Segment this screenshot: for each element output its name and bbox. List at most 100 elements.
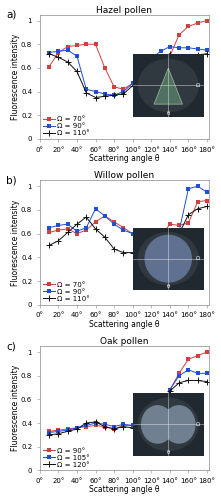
Line: Ω = 105°: Ω = 105°: [47, 368, 209, 434]
Ω = 70°: [76, 230, 78, 236]
Ω = 110°: [57, 238, 60, 244]
Ω = 90°: [48, 50, 50, 56]
Legend: Ω = 90°, Ω = 105°, Ω = 120°: Ω = 90°, Ω = 105°, Ω = 120°: [42, 447, 90, 468]
Ω = 70°: [168, 221, 171, 227]
Ω = 90°: [85, 224, 88, 230]
Ω = 110°: [113, 246, 115, 252]
Ω = 70°: [168, 53, 171, 59]
Ω = 105°: [131, 422, 134, 428]
Title: Willow pollen: Willow pollen: [94, 172, 154, 180]
Ω = 110°: [206, 50, 208, 56]
Legend: Ω = 70°, Ω = 90°, Ω = 110°: Ω = 70°, Ω = 90°, Ω = 110°: [42, 281, 91, 302]
Ω = 120°: [196, 378, 199, 384]
Ω = 70°: [48, 64, 50, 70]
Ω = 90°: [94, 422, 97, 428]
Line: Ω = 70°: Ω = 70°: [47, 198, 209, 240]
Ω = 90°: [48, 224, 50, 230]
Ω = 70°: [178, 32, 180, 38]
Ω = 110°: [178, 230, 180, 236]
Ω = 110°: [150, 62, 152, 68]
Ω = 110°: [196, 206, 199, 212]
Ω = 70°: [76, 42, 78, 48]
Ω = 110°: [48, 50, 50, 56]
Ω = 120°: [187, 378, 190, 384]
Ω = 110°: [168, 242, 171, 248]
Title: Oak pollen: Oak pollen: [100, 337, 149, 346]
Ω = 110°: [48, 242, 50, 248]
Ω = 90°: [150, 238, 152, 244]
Ω = 70°: [196, 20, 199, 26]
Ω = 70°: [48, 230, 50, 235]
Ω = 105°: [57, 428, 60, 434]
Ω = 110°: [168, 50, 171, 56]
Ω = 90°: [187, 186, 190, 192]
Ω = 120°: [103, 424, 106, 430]
Ω = 105°: [196, 370, 199, 376]
Ω = 110°: [206, 204, 208, 210]
Ω = 70°: [206, 18, 208, 24]
Line: Ω = 110°: Ω = 110°: [46, 204, 210, 258]
Ω = 90°: [196, 184, 199, 190]
Ω = 120°: [131, 425, 134, 431]
Ω = 90°: [141, 234, 143, 240]
Ω = 110°: [122, 91, 125, 97]
Ω = 90°: [113, 221, 115, 227]
Ω = 90°: [66, 221, 69, 227]
Ω = 70°: [57, 227, 60, 233]
Ω = 90°: [113, 426, 115, 432]
Ω = 90°: [141, 424, 143, 430]
Ω = 90°: [131, 422, 134, 428]
Ω = 120°: [66, 428, 69, 434]
Ω = 110°: [159, 252, 162, 258]
Ω = 105°: [150, 425, 152, 431]
Ω = 110°: [85, 90, 88, 96]
Ω = 90°: [159, 236, 162, 242]
Ω = 120°: [48, 432, 50, 438]
Ω = 90°: [150, 56, 152, 62]
Ω = 110°: [187, 212, 190, 218]
Ω = 110°: [66, 59, 69, 65]
Ω = 110°: [178, 62, 180, 68]
Ω = 110°: [122, 250, 125, 256]
Ω = 90°: [48, 428, 50, 434]
Line: Ω = 120°: Ω = 120°: [46, 378, 210, 438]
Ω = 90°: [206, 189, 208, 195]
Ω = 90°: [122, 422, 125, 428]
Ω = 70°: [141, 70, 143, 75]
Ω = 90°: [168, 387, 171, 393]
Ω = 70°: [113, 219, 115, 225]
Ω = 70°: [187, 24, 190, 30]
Ω = 70°: [94, 41, 97, 47]
Ω = 110°: [103, 94, 106, 100]
Ω = 90°: [187, 356, 190, 362]
Ω = 70°: [122, 86, 125, 92]
Ω = 90°: [122, 227, 125, 233]
Ω = 90°: [66, 426, 69, 432]
Ω = 90°: [57, 48, 60, 54]
Ω = 105°: [94, 420, 97, 426]
Line: Ω = 70°: Ω = 70°: [47, 18, 209, 91]
Ω = 120°: [168, 388, 171, 394]
Ω = 90°: [178, 45, 180, 51]
Ω = 70°: [66, 44, 69, 50]
Ω = 90°: [178, 228, 180, 234]
Ω = 105°: [85, 422, 88, 428]
Ω = 110°: [57, 54, 60, 60]
Ω = 105°: [66, 427, 69, 433]
Ω = 105°: [168, 387, 171, 393]
Ω = 90°: [159, 48, 162, 54]
Ω = 90°: [57, 222, 60, 228]
Ω = 90°: [76, 53, 78, 59]
Line: Ω = 110°: Ω = 110°: [46, 50, 210, 100]
X-axis label: Scattering angle θ: Scattering angle θ: [89, 154, 160, 163]
Ω = 110°: [113, 92, 115, 98]
Ω = 110°: [103, 234, 106, 240]
Ω = 70°: [113, 84, 115, 90]
Y-axis label: Fluorescence intensity: Fluorescence intensity: [11, 34, 19, 120]
Ω = 90°: [159, 426, 162, 432]
X-axis label: Scattering angle θ: Scattering angle θ: [89, 320, 160, 328]
Text: a): a): [6, 10, 16, 20]
Ω = 120°: [206, 378, 208, 384]
Ω = 105°: [206, 370, 208, 376]
Y-axis label: Fluorescence intensity: Fluorescence intensity: [11, 200, 19, 286]
